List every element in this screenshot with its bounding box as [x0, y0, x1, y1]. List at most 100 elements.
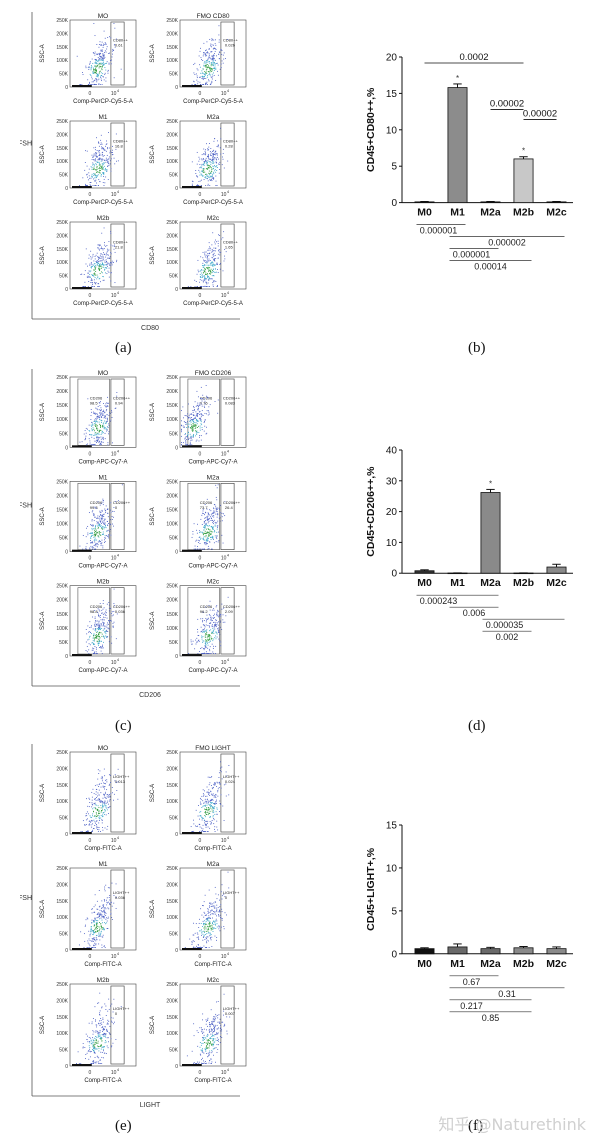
flow-event-dot [212, 156, 214, 158]
flow-event-dot [98, 1032, 100, 1034]
flow-event-dot [104, 416, 106, 418]
flow-event-dot [201, 514, 203, 516]
flow-event-dot [89, 635, 91, 637]
flow-event-dot [219, 147, 221, 149]
flow-event-dot [206, 257, 208, 259]
flow-y-tick: 100K [56, 260, 68, 266]
flow-event-dot [81, 831, 83, 832]
flow-y-tick: 50K [169, 1048, 179, 1054]
flow-event-dot [200, 518, 202, 520]
flow-event-dot [90, 279, 92, 281]
flow-gate-label: LIGHT++ [113, 774, 130, 779]
flow-event-dot [200, 256, 202, 258]
flow-event-dot [204, 150, 206, 152]
flow-event-dot [102, 622, 104, 624]
flow-event-dot [219, 899, 220, 901]
flow-event-dot [101, 819, 103, 821]
flow-event-dot [91, 536, 92, 537]
flow-event-dot [96, 175, 98, 177]
flow-event-dot [207, 814, 209, 816]
flow-event-dot [101, 152, 103, 154]
flow-plot-title: M2c [207, 579, 220, 586]
flow-event-dot [101, 612, 102, 614]
flow-event-dot [216, 908, 218, 910]
flow-event-dot [206, 413, 207, 415]
flow-event-dot [98, 60, 100, 62]
flow-event-dot [99, 154, 101, 156]
flow-y-tick: 200K [166, 132, 178, 138]
flow-event-dot [96, 637, 98, 639]
flow-event-dot [94, 622, 96, 624]
flow-event-dot [218, 58, 220, 60]
flow-event-dot [85, 548, 87, 550]
flow-event-dot [208, 1022, 210, 1024]
flow-event-dot [99, 1025, 101, 1027]
flow-event-dot [105, 254, 107, 256]
flow-event-dot [216, 516, 218, 518]
flow-event-dot [93, 1050, 94, 1052]
flow-event-dot [187, 416, 189, 418]
flow-event-dot [101, 168, 103, 170]
flow-event-dot [96, 827, 98, 829]
flow-event-dot [96, 922, 98, 924]
flow-gate-label: CD80++ [113, 138, 129, 143]
flow-event-dot [93, 1040, 94, 1041]
flow-event-dot [208, 148, 210, 150]
flow-event-dot [96, 1036, 97, 1038]
flow-event-dot [98, 58, 100, 60]
flow-event-dot [109, 36, 110, 38]
flow-event-dot [216, 820, 218, 822]
flow-event-dot [205, 524, 207, 526]
flow-event-dot [205, 820, 207, 822]
flow-event-dot [107, 402, 109, 404]
flow-event-dot [223, 513, 224, 515]
flow-event-dot [190, 417, 192, 418]
flow-gate-value: 0.007 [225, 1011, 236, 1016]
flow-event-dot [203, 539, 205, 541]
flow-event-dot [208, 537, 209, 539]
flow-x-tick: 4 [117, 553, 120, 558]
flow-x-label: Comp-FITC-A [84, 846, 121, 852]
flow-event-dot [108, 901, 109, 903]
flow-event-dot [98, 1050, 100, 1052]
flow-event-dot [100, 425, 102, 427]
flow-event-dot [93, 648, 95, 650]
flow-y-tick: 200K [166, 389, 178, 395]
flow-event-dot [205, 512, 207, 514]
flow-event-dot [202, 60, 204, 61]
flow-event-dot [224, 248, 226, 250]
flow-event-dot [89, 177, 91, 179]
flow-plot-title: FMO CD80 [197, 13, 230, 20]
flow-plot-box [179, 481, 247, 552]
flow-event-dot [103, 259, 105, 261]
flow-event-dot [95, 75, 97, 77]
flow-event-dot [100, 50, 102, 52]
flow-event-dot [103, 812, 105, 814]
flow-event-dot [207, 1017, 209, 1019]
flow-event-dot [91, 535, 93, 537]
flow-event-dot [217, 163, 219, 165]
flow-event-dot [93, 931, 95, 933]
flow-event-dot [211, 548, 212, 550]
flow-event-dot [216, 55, 217, 57]
flow-event-dot [98, 524, 100, 526]
flow-event-dot [201, 817, 203, 819]
flow-event-dot [189, 441, 191, 443]
flow-event-dot [110, 1046, 112, 1048]
flow-y-label: SSC-A [40, 612, 46, 630]
flow-event-dot [218, 540, 220, 541]
flow-event-dot [99, 265, 101, 267]
flow-event-dot [103, 945, 105, 947]
flow-event-dot [90, 533, 92, 535]
flow-event-dot [99, 170, 100, 172]
flow-event-dot [211, 81, 213, 83]
flow-event-dot [201, 427, 203, 429]
flow-event-dot [105, 814, 107, 816]
flow-event-dot [223, 1025, 225, 1027]
flow-event-dot [187, 444, 189, 446]
flow-event-dot [95, 79, 97, 81]
flow-event-dot [215, 185, 217, 186]
flow-event-dot [206, 639, 208, 641]
flow-event-dot [210, 268, 212, 270]
flow-event-dot [212, 173, 214, 175]
